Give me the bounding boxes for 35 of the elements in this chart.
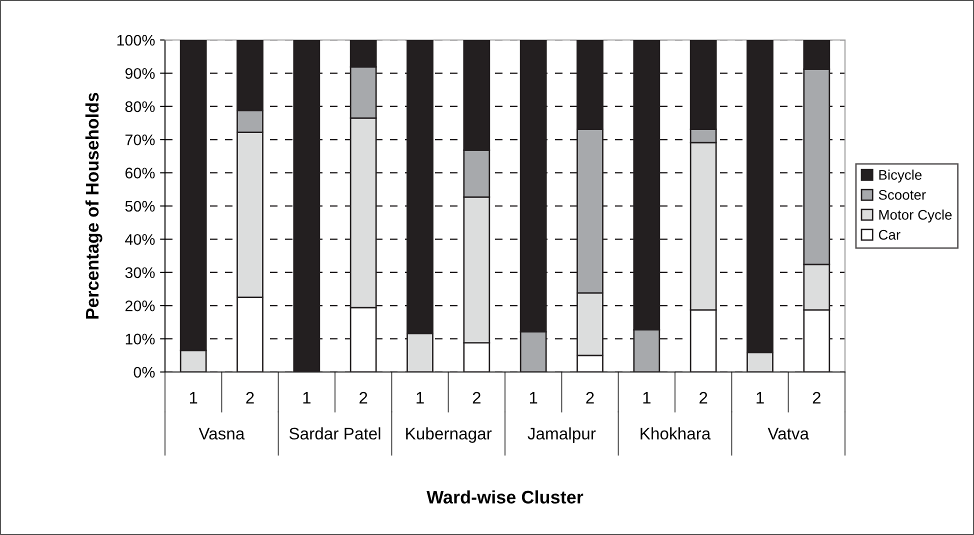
x-tick-label: 1 xyxy=(756,392,764,404)
x-tick-label: 2 xyxy=(586,392,594,404)
text: Vatva xyxy=(768,428,810,440)
y-axis-title: Percentage of Households xyxy=(85,92,102,319)
y-tick-label: 50% xyxy=(125,200,155,212)
x-tick-label: 1 xyxy=(303,392,310,404)
y-tick-label: 0% xyxy=(134,366,155,378)
x-tick-label: 2 xyxy=(472,392,480,404)
legend-label: Bicycle xyxy=(879,170,922,183)
legend-label: Scooter xyxy=(878,190,926,200)
x-tick-label: 2 xyxy=(360,392,368,404)
y-tick-label: 30% xyxy=(125,267,155,278)
y-tick-label: 20% xyxy=(125,300,155,312)
y-tick-label: 70% xyxy=(125,134,155,146)
y-tick-label: 60% xyxy=(125,168,155,178)
text: Jamalpur xyxy=(528,427,596,443)
x-axis-title: Ward-wise Cluster xyxy=(426,490,584,504)
x-tick-label: 1 xyxy=(190,392,198,404)
y-tick-label: 100% xyxy=(117,34,155,46)
x-tick-label: 2 xyxy=(812,392,820,404)
y-tick-label: 80% xyxy=(125,101,155,112)
text: Vasna xyxy=(198,428,245,440)
text: Sardar Patel xyxy=(289,427,380,440)
x-tick-label: 1 xyxy=(643,392,650,404)
y-tick-label: 10% xyxy=(126,334,155,344)
text: Khokhara xyxy=(640,427,711,440)
legend-label: Motor Cycle xyxy=(879,210,952,222)
y-tick-label: 40% xyxy=(125,234,155,245)
y-tick-label: 90% xyxy=(125,68,155,79)
x-tick-label: 1 xyxy=(416,392,424,404)
x-tick-label: 1 xyxy=(530,392,538,404)
text: Kubernagar xyxy=(406,427,492,443)
x-tick-label: 2 xyxy=(700,392,708,404)
x-tick-label: 2 xyxy=(246,392,254,404)
legend-label: Car xyxy=(878,230,900,240)
